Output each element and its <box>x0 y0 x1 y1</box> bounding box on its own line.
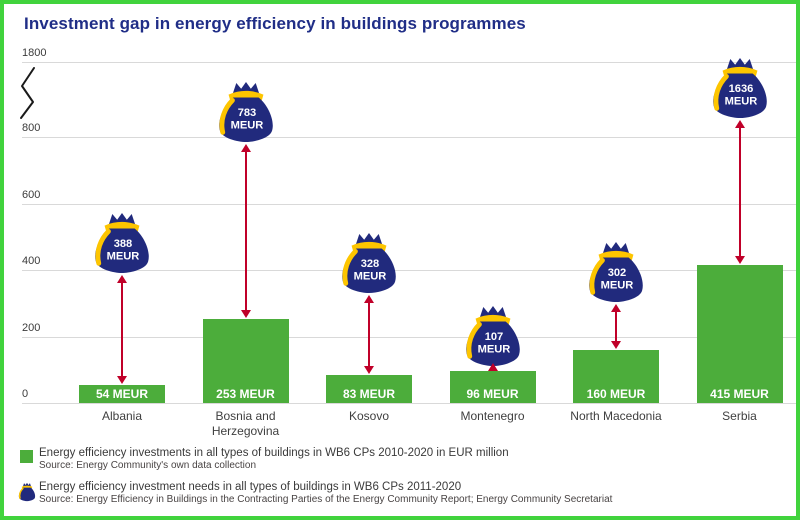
need-value-label: 107 <box>484 331 503 343</box>
svg-text:MEUR: MEUR <box>107 250 140 262</box>
gridline <box>22 62 796 63</box>
svg-text:MEUR: MEUR <box>477 343 510 355</box>
country-label: Montenegro <box>460 409 525 423</box>
bar: 54 MEUR <box>79 385 165 403</box>
legend-item-investments: Energy efficiency investments in all typ… <box>39 447 509 471</box>
gap-arrow-head-up <box>240 144 251 152</box>
svg-text:MEUR: MEUR <box>354 270 387 282</box>
bar: 160 MEUR <box>573 350 659 403</box>
legend-source: Source: Energy Efficiency in Buildings i… <box>39 494 613 505</box>
country-label: Kosovo <box>348 409 390 423</box>
legend-bar-swatch <box>20 450 33 463</box>
need-value-label: 1636 <box>728 83 753 95</box>
plot-area: 0 200 400 600 800 1800 54 MEUR Albania 388 MEUR 25… <box>4 4 796 444</box>
bar-value-label: 83 MEUR <box>342 387 395 401</box>
need-value-label: 302 <box>608 267 627 279</box>
country-label: Serbia <box>722 409 757 423</box>
need-value-label: 388 <box>114 238 133 250</box>
bar-value-label: 54 MEUR <box>95 387 148 401</box>
gap-arrow-head-up <box>487 363 498 371</box>
gridline <box>22 337 796 338</box>
bar-value-label: 96 MEUR <box>466 387 519 401</box>
y-tick-label: 800 <box>22 122 41 134</box>
money-bag-icon <box>18 482 36 502</box>
gap-arrow-head-down <box>117 376 127 384</box>
gap-arrow-head-down <box>364 366 374 374</box>
gap-arrow-head-up <box>117 275 127 283</box>
gridline <box>22 403 796 404</box>
page-title: Investment gap in energy efficiency in b… <box>24 14 526 33</box>
bar: 253 MEUR <box>202 319 289 403</box>
gap-arrow-head-up <box>734 120 745 128</box>
gap-arrow <box>244 148 247 314</box>
gap-arrow <box>738 124 741 260</box>
country-label: North Macedonia <box>570 409 662 423</box>
y-tick-label: 0 <box>22 388 29 400</box>
gap-arrow-head-down <box>611 341 621 349</box>
y-tick-label: 200 <box>22 322 41 334</box>
legend-item-needs: Energy efficiency investment needs in al… <box>39 481 612 505</box>
bar-value-label: 253 MEUR <box>216 387 275 401</box>
svg-text:MEUR: MEUR <box>601 279 634 291</box>
y-tick-label: 600 <box>22 189 41 201</box>
gap-arrow <box>615 308 617 345</box>
gap-arrow-head-down <box>240 310 251 318</box>
y-tick-label: 400 <box>22 255 41 267</box>
gridline <box>22 270 796 271</box>
gap-arrow <box>368 299 370 370</box>
bar: 96 MEUR <box>449 371 536 403</box>
gridline <box>22 204 796 205</box>
need-value-label: 783 <box>237 107 256 119</box>
gap-arrow-head-up <box>364 295 374 303</box>
bar-value-label: 160 MEUR <box>586 387 646 401</box>
country-label: Albania <box>101 409 143 423</box>
need-value-label: 328 <box>361 258 380 270</box>
gap-arrow-head-down <box>734 256 745 264</box>
svg-text:MEUR: MEUR <box>724 95 757 107</box>
legend-label: Energy efficiency investments in all typ… <box>39 447 509 459</box>
y-tick-label: 1800 <box>22 47 47 59</box>
country-label: Bosnia and Herzegovina <box>211 409 280 438</box>
gap-arrow <box>121 279 123 380</box>
gap-arrow-head-up <box>611 304 621 312</box>
legend-source: Source: Energy Community's own data coll… <box>39 460 257 471</box>
axis-break-icon <box>20 67 35 119</box>
legend-label: Energy efficiency investment needs in al… <box>39 481 462 493</box>
bar-value-label: 415 MEUR <box>710 387 769 401</box>
svg-text:MEUR: MEUR <box>230 119 263 131</box>
bar: 415 MEUR <box>696 265 783 403</box>
bar: 83 MEUR <box>326 375 412 403</box>
gridline <box>22 137 796 138</box>
